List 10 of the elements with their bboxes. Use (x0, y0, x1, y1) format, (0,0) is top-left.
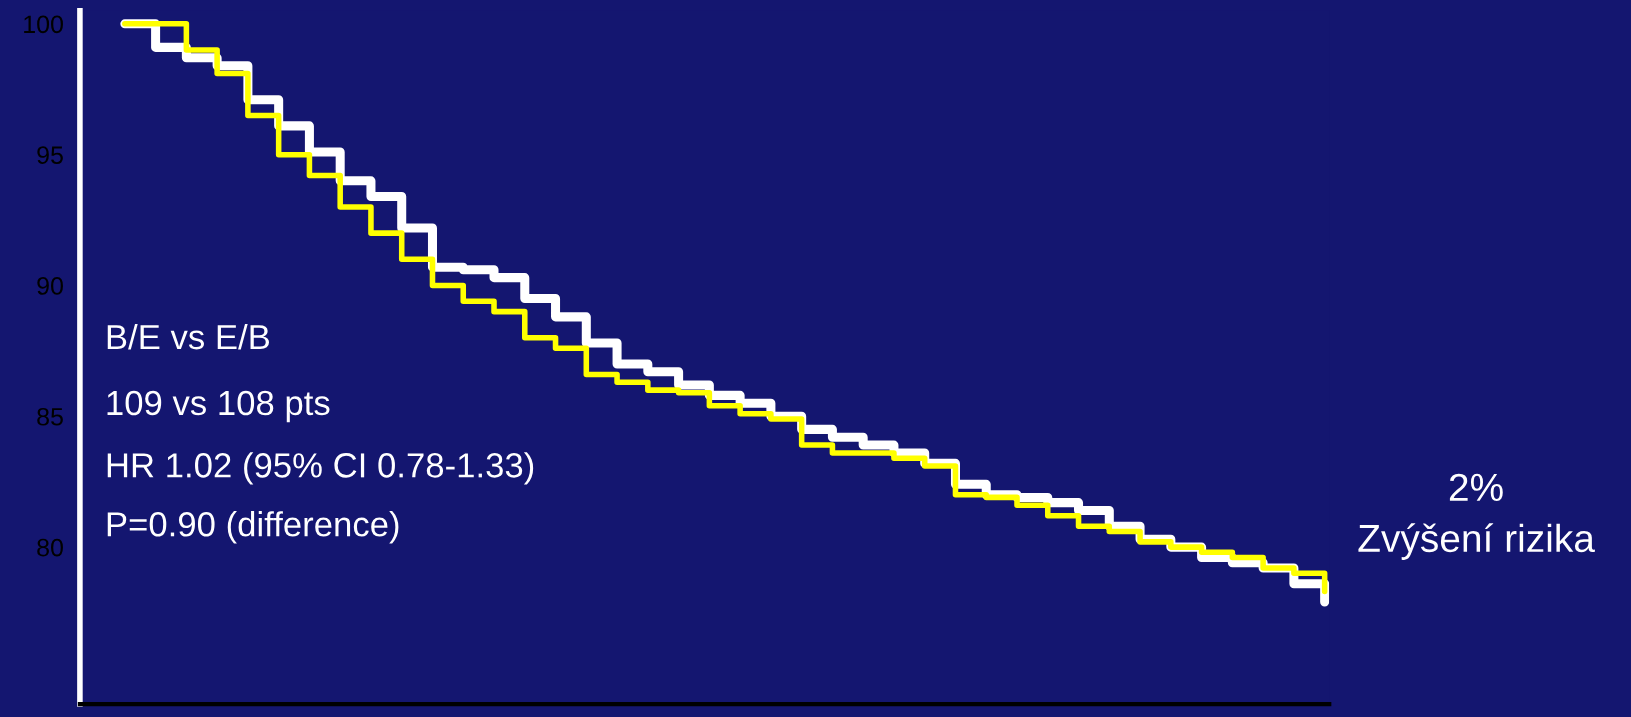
text: 2% Zvýšení rizika (1358, 473, 1595, 560)
annotation: B/E vs E/B (107, 323, 270, 350)
y-tick-label: 80 (37, 538, 63, 557)
y-tick-label: 100 (24, 15, 63, 34)
y-tick-label: 95 (37, 146, 63, 164)
annotation: HR 1.02 (95% CI 0.78-1.33) (107, 452, 534, 485)
y-tick-label: 85 (37, 407, 63, 426)
y-tick-label: 90 (37, 277, 63, 295)
annotation: 109 vs 108 pts (107, 390, 330, 423)
annotation: P=0.90 (difference) (107, 511, 399, 544)
